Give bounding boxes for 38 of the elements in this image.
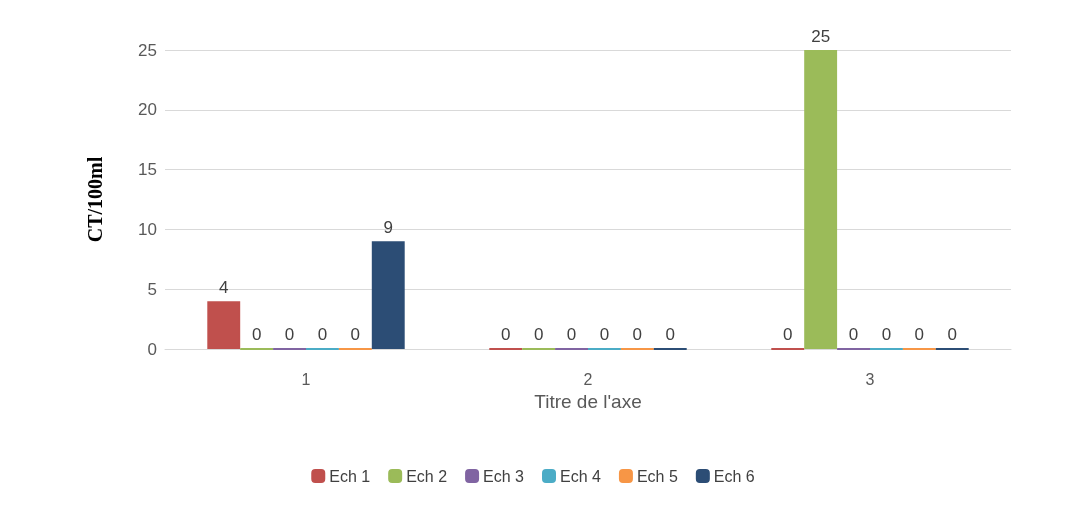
bar: [207, 301, 241, 349]
data-label: 0: [599, 325, 610, 344]
x-axis-title: Titre de l'axe: [534, 390, 642, 412]
y-tick-label: 5: [147, 279, 157, 299]
legend-label: Ech 1: [329, 467, 371, 485]
y-tick-label: 25: [138, 40, 157, 60]
data-label: 0: [317, 325, 328, 344]
data-label: 0: [881, 325, 892, 344]
legend-label: Ech 6: [713, 467, 755, 485]
data-label: 25: [811, 27, 831, 46]
data-label: 4: [219, 278, 229, 298]
legend-label: Ech 4: [560, 467, 602, 485]
data-label: 0: [665, 325, 675, 344]
data-label: 0: [947, 325, 957, 344]
data-label: 9: [383, 218, 393, 238]
y-tick-label: 10: [138, 219, 157, 239]
legend-label: Ech 5: [636, 467, 678, 485]
data-label: 0: [848, 325, 859, 344]
y-axis-title: CT/100ml: [84, 156, 106, 243]
x-tick-label: 1: [301, 370, 311, 388]
data-label: 0: [914, 325, 925, 344]
data-label: 0: [533, 325, 544, 344]
legend-label: Ech 2: [406, 467, 448, 485]
data-label: 0: [350, 325, 361, 344]
bar: [371, 241, 405, 349]
data-label: 0: [501, 325, 511, 344]
y-tick-label: 0: [147, 339, 157, 359]
data-label: 0: [632, 325, 643, 344]
data-label: 0: [284, 325, 295, 344]
data-label: 0: [251, 325, 262, 344]
x-tick-label: 3: [865, 370, 875, 388]
data-label: 0: [566, 325, 577, 344]
data-label: 0: [783, 325, 793, 344]
bar: [804, 50, 838, 349]
legend-label: Ech 3: [483, 467, 525, 485]
y-tick-label: 20: [138, 100, 157, 120]
x-tick-label: 2: [583, 370, 593, 388]
y-tick-label: 15: [138, 160, 157, 180]
